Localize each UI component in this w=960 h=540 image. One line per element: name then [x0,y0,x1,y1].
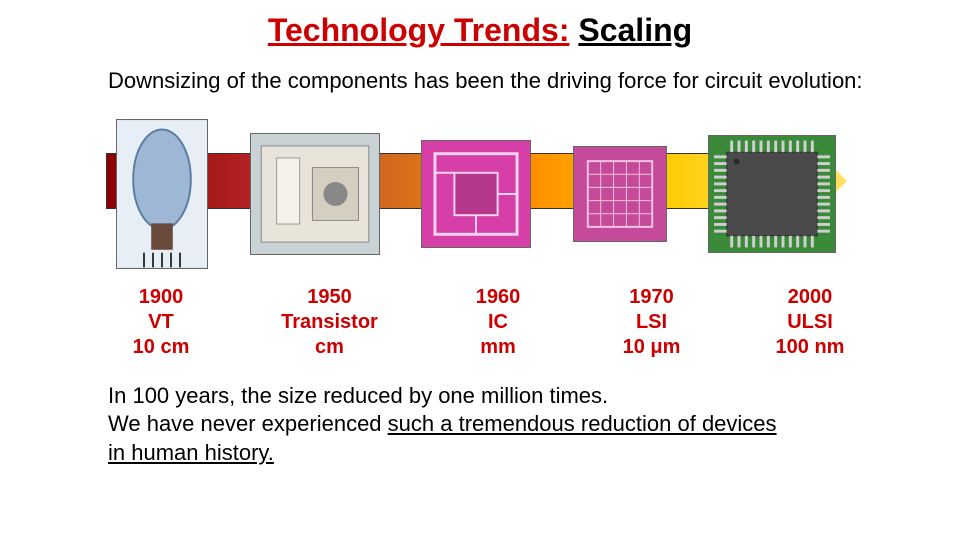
tech-size: cm [260,335,400,360]
vacuum-tube-image [116,119,208,269]
transistor-image [250,133,380,255]
timeline [0,109,960,279]
tech-size: mm [443,335,553,360]
tech-year: 1970 [597,285,707,310]
tech-label: 2000ULSI100 nm [750,285,870,360]
tech-label: 1950Transistorcm [260,285,400,360]
title-suffix: Scaling [578,12,692,48]
lsi-image [573,146,667,242]
tech-name: IC [443,310,553,335]
tech-year: 2000 [750,285,870,310]
tech-label: 1970LSI10 μm [597,285,707,360]
tech-images-row [106,109,846,279]
tech-name: LSI [597,310,707,335]
tech-name: ULSI [750,310,870,335]
tech-year: 1950 [260,285,400,310]
tech-year: 1960 [443,285,553,310]
tech-size: 100 nm [750,335,870,360]
intro-text: Downsizing of the components has been th… [0,49,960,95]
tech-year: 1900 [106,285,216,310]
tech-size: 10 cm [106,335,216,360]
ulsi-image [708,135,836,253]
conclusion-line2: We have never experienced such a tremend… [108,410,870,439]
conclusion-text: In 100 years, the size reduced by one mi… [0,360,960,468]
tech-labels-row: 1900VT10 cm 1950Transistorcm 1960ICmm 1970L… [0,279,960,360]
tech-name: VT [106,310,216,335]
title-prefix: Technology Trends: [268,12,570,48]
tech-size: 10 μm [597,335,707,360]
conclusion-line3: in human history. [108,439,870,468]
tech-label: 1900VT10 cm [106,285,216,360]
conclusion-line1: In 100 years, the size reduced by one mi… [108,382,870,411]
tech-name: Transistor [260,310,400,335]
ic-image [421,140,531,248]
slide-title: Technology Trends: Scaling [0,0,960,49]
tech-label: 1960ICmm [443,285,553,360]
